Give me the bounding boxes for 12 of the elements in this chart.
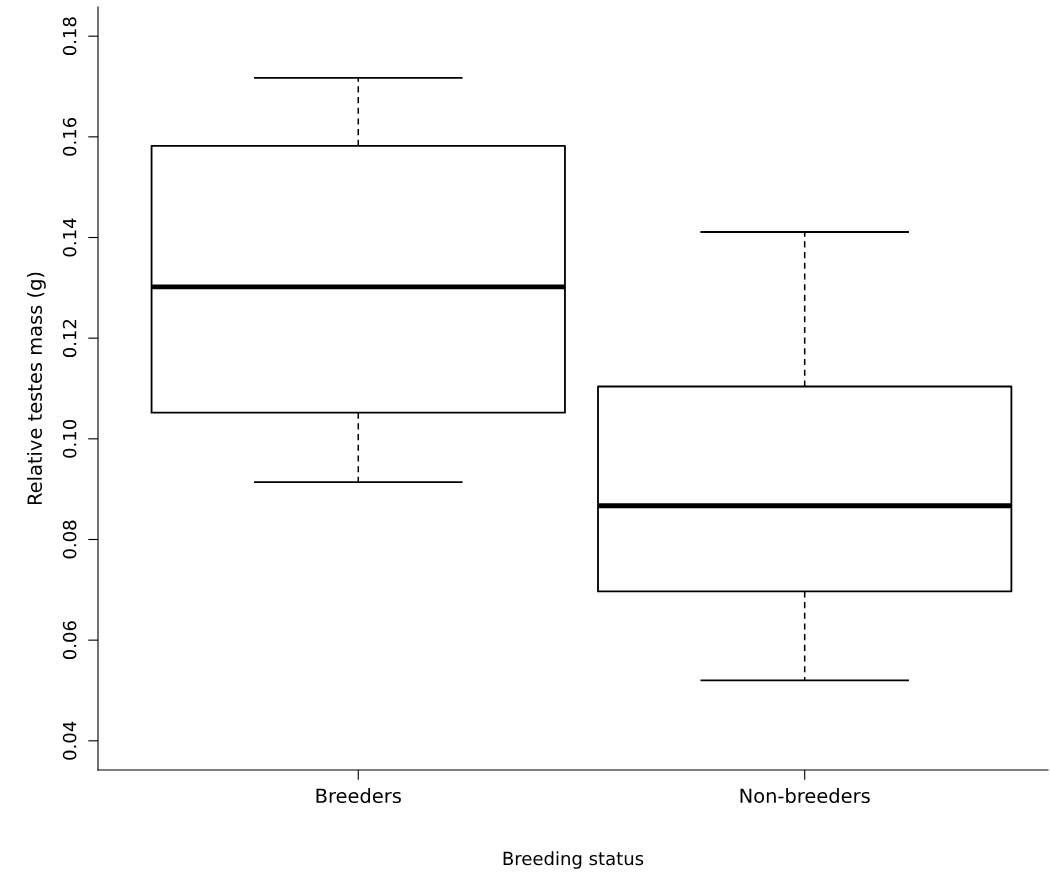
y-tick-label: 0.08 [62,520,77,559]
x-tick-label: Non-breeders [740,788,870,804]
y-tick-label: 0.16 [62,117,77,156]
y-tick-label: 0.18 [62,17,77,56]
x-tick-label: Breeders [316,788,401,804]
y-tick-label: 0.14 [62,218,77,257]
y-axis-title: Relative testes mass (g) [26,272,46,505]
y-tick-label: 0.06 [62,621,77,660]
x-axis-title: Breeding status [503,851,644,869]
y-tick-label: 0.04 [62,721,77,760]
y-tick-label: 0.12 [62,319,77,358]
y-tick-label: 0.10 [62,419,77,458]
